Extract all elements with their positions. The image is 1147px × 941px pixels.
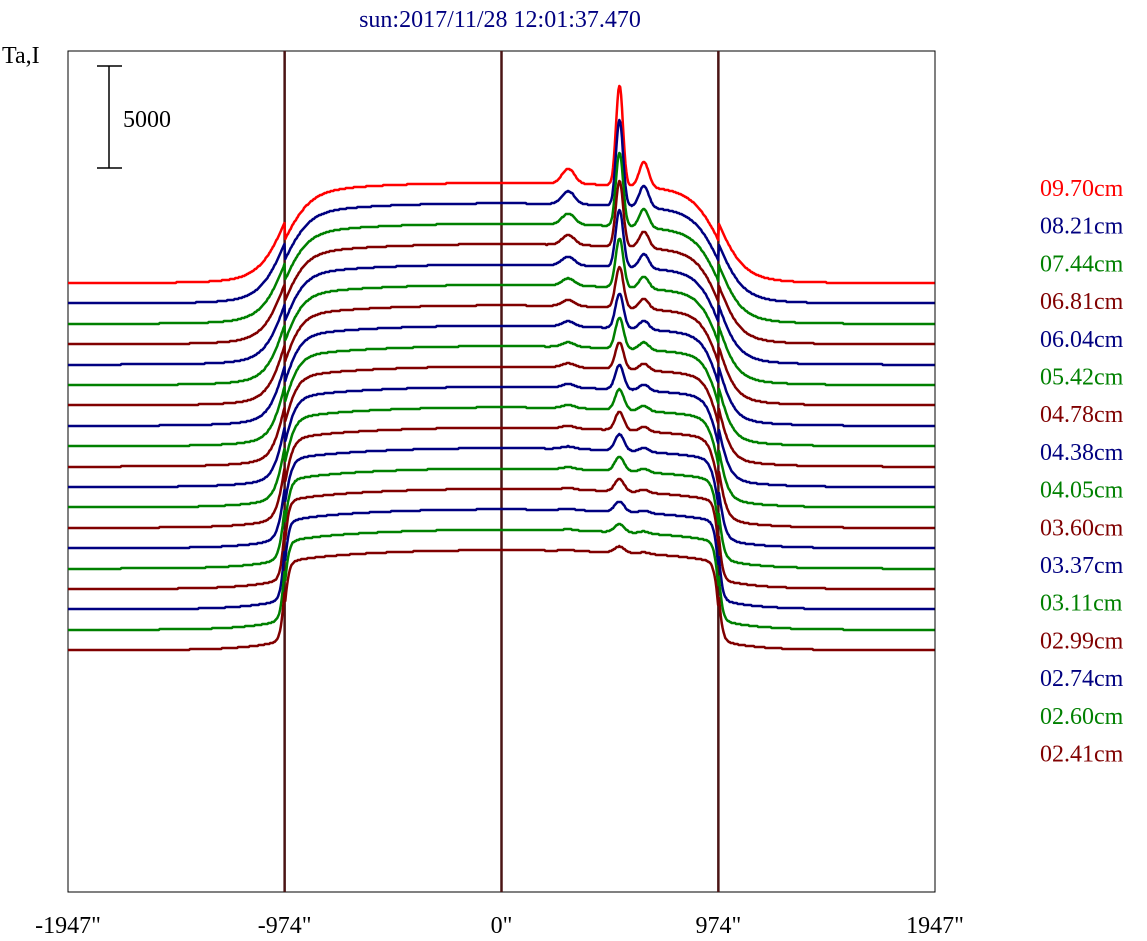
legend-item: 04.05cm: [1040, 478, 1124, 504]
series-line-07.44cm: [67, 151, 935, 326]
series-line-03.60cm: [67, 341, 935, 469]
x-tick-label-1: -974": [258, 913, 312, 939]
legend-item: 04.78cm: [1040, 402, 1124, 428]
series-line-02.41cm: [67, 477, 935, 591]
series-line-extra-18: [67, 544, 935, 652]
legend-item: 02.74cm: [1040, 666, 1124, 692]
series-line-02.60cm: [67, 455, 935, 571]
series-line-03.11cm: [67, 387, 935, 509]
legend-item: 03.11cm: [1040, 591, 1123, 617]
legend-item: 03.60cm: [1040, 515, 1124, 541]
series-line-04.05cm: [67, 316, 935, 448]
series-line-03.37cm: [67, 363, 935, 489]
series-line-06.81cm: [67, 179, 935, 346]
series-line-02.99cm: [67, 410, 935, 530]
legend-item: 08.21cm: [1040, 214, 1124, 240]
series-line-06.04cm: [67, 208, 935, 367]
series-line-04.78cm: [67, 265, 935, 407]
legend-item: 06.04cm: [1040, 327, 1124, 353]
series-line-09.70cm: [67, 84, 935, 285]
x-tick-label-0: -1947": [35, 913, 101, 939]
scale-bar: [97, 65, 122, 169]
series-line-extra-17: [67, 522, 935, 632]
series-line-08.21cm: [67, 118, 935, 305]
x-tick-label-4: 1947": [906, 913, 964, 939]
y-axis-label: Ta,I: [2, 43, 40, 69]
legend-item: 05.42cm: [1040, 365, 1124, 391]
legend-item: 07.44cm: [1040, 251, 1124, 277]
series-line-05.42cm: [67, 237, 935, 387]
legend-item: 04.38cm: [1040, 440, 1124, 466]
series-line-02.74cm: [67, 432, 935, 550]
series-line-extra-16: [67, 500, 935, 611]
x-tick-label-3: 974": [695, 913, 741, 939]
series-line-04.38cm: [67, 292, 935, 428]
legend-item: 02.99cm: [1040, 628, 1124, 654]
scale-bar-label: 5000: [123, 107, 171, 133]
chart-title: sun:2017/11/28 12:01:37.470: [359, 7, 641, 33]
legend-item: 02.60cm: [1040, 704, 1124, 730]
legend-item: 02.41cm: [1040, 742, 1124, 768]
legend-item: 09.70cm: [1040, 176, 1124, 202]
legend-item: 03.37cm: [1040, 553, 1124, 579]
x-tick-label-2: 0": [491, 913, 513, 939]
legend-item: 06.81cm: [1040, 289, 1124, 315]
